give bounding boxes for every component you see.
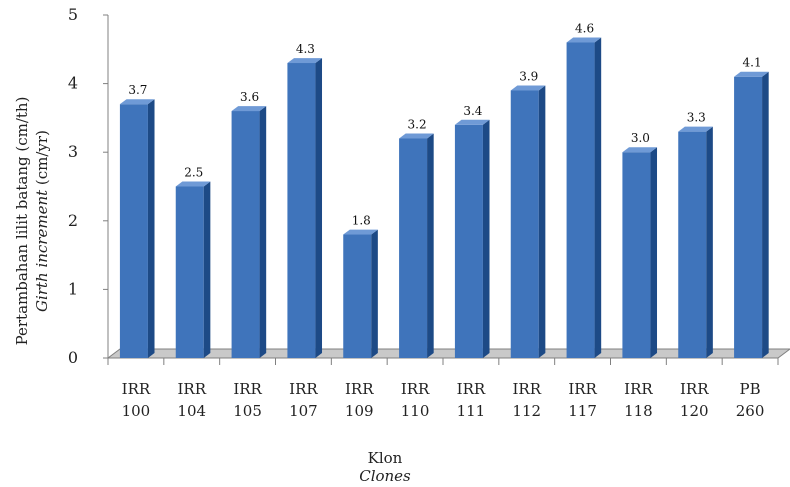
bar-side [538,85,546,358]
y-tick-label: 5 [68,5,78,24]
bar [678,131,707,358]
bar-top [175,181,211,187]
bar-side [259,106,267,358]
x-tick-label: 117 [568,402,597,420]
data-label: 3.0 [631,131,650,145]
x-tick-label: 260 [736,402,765,420]
bar [343,234,372,358]
y-tick-label: 1 [68,279,78,298]
bar-top [119,99,155,105]
bar [510,90,539,359]
bar-side [594,37,602,359]
x-tick-label: IRR [289,380,318,398]
data-label: 3.4 [463,104,482,118]
data-label: 3.2 [408,117,427,131]
bar-side [427,133,434,358]
bar-side [147,99,155,358]
data-label: 3.6 [240,90,259,104]
x-tick-label: IRR [401,380,430,398]
y-tick-label: 3 [68,142,78,161]
y-tick-label: 2 [68,211,78,230]
x-tick-label: IRR [568,380,597,398]
bar [566,42,595,358]
bar-side [482,119,490,358]
bar [622,152,651,358]
data-label: 2.5 [184,166,203,180]
bar [231,111,260,358]
bar [175,186,204,358]
x-tick-label: IRR [122,380,151,398]
y-axis-title-english-unit: (cm/yr) [33,130,51,190]
bar [399,138,428,358]
bar-top [510,85,546,91]
bar-side [706,126,713,358]
x-tick-label: IRR [233,380,262,398]
x-tick-label: IRR [680,380,709,398]
bar-side [371,229,378,358]
data-label: 1.8 [352,214,371,228]
bar-top [399,133,434,139]
bar-top [287,58,323,64]
bar-top [231,106,267,112]
x-tick-label: IRR [624,380,653,398]
x-tick-label: PB [740,380,761,398]
data-label: 3.3 [687,111,706,125]
x-tick-label: 104 [177,402,206,420]
data-label: 4.3 [296,42,315,56]
x-tick-label: IRR [345,380,374,398]
y-axis-title: Pertambahan lilit batang (cm/th) [13,97,31,346]
bar-top [343,229,378,235]
y-tick-label: 4 [68,74,78,93]
x-tick-label: 118 [624,402,653,420]
bar-side [315,58,323,358]
bar-side [762,71,769,358]
bar [119,104,148,359]
y-axis-title-english: Girth increment (cm/yr) [33,130,51,312]
x-axis-title-english: Clones [359,467,411,485]
x-tick-label: 120 [680,402,709,420]
bar [454,124,483,358]
bar-top [734,71,769,77]
bar-side [650,147,658,358]
bar-top [622,147,658,153]
bar-top [678,126,713,132]
x-tick-label: IRR [512,380,541,398]
x-tick-label: IRR [177,380,206,398]
x-tick-label: IRR [457,380,486,398]
bar-side [203,181,211,358]
x-tick-label: 109 [345,402,374,420]
x-tick-label: 112 [512,402,541,420]
x-tick-label: 107 [289,402,318,420]
bar [734,76,763,359]
bar-top [454,119,490,125]
x-tick-label: 100 [122,402,151,420]
x-tick-label: 110 [401,402,430,420]
x-tick-label: 111 [457,402,486,420]
y-tick-label: 0 [68,348,78,367]
bar-top [566,37,602,43]
x-tick-label: 105 [233,402,262,420]
data-label: 4.6 [575,21,594,35]
x-axis-title: Klon [368,449,403,467]
data-label: 3.9 [519,69,538,83]
data-label: 3.7 [128,83,147,97]
data-label: 4.1 [743,56,762,70]
bar [287,63,316,359]
y-axis-title-english-italic: Girth increment [33,189,51,312]
